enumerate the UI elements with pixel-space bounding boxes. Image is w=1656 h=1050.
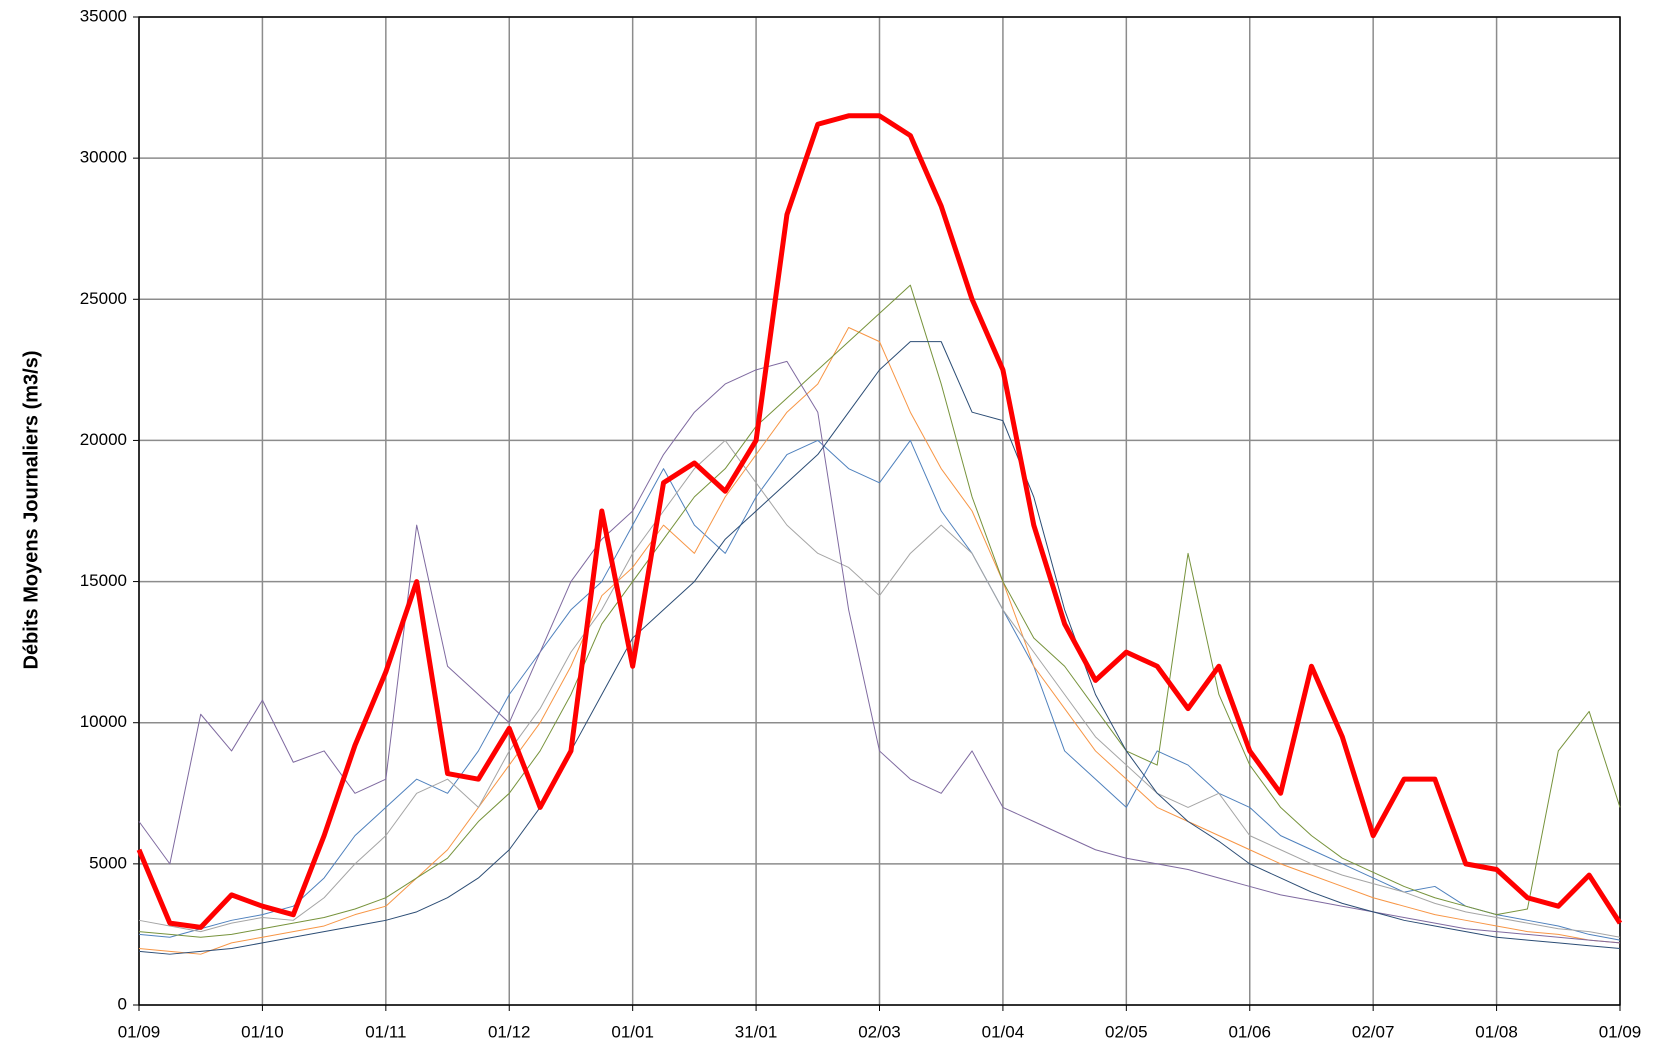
x-tick-label: 01/04 xyxy=(982,1022,1025,1041)
series-line xyxy=(138,439,1621,941)
plot-frame xyxy=(138,16,1621,1006)
y-tick-label: 0 xyxy=(118,994,127,1013)
x-tick-label: 02/07 xyxy=(1352,1022,1395,1041)
series-line xyxy=(138,284,1621,938)
y-tick-label: 30000 xyxy=(80,148,127,167)
y-tick-label: 10000 xyxy=(80,712,127,731)
x-tick-label: 02/03 xyxy=(858,1022,901,1041)
x-tick-label: 01/09 xyxy=(118,1022,161,1041)
x-tick-label: 01/08 xyxy=(1475,1022,1518,1041)
x-tick-label: 01/06 xyxy=(1228,1022,1271,1041)
y-tick-label: 5000 xyxy=(89,853,127,872)
series-line xyxy=(136,113,1623,930)
x-tick-label: 01/09 xyxy=(1599,1022,1642,1041)
x-tick-label: 01/11 xyxy=(365,1022,406,1041)
x-tick-label: 01/10 xyxy=(241,1022,284,1041)
series-line xyxy=(138,439,1621,938)
y-tick-label: 35000 xyxy=(80,6,127,25)
x-tick-label: 01/12 xyxy=(488,1022,531,1041)
y-tick-label: 25000 xyxy=(80,289,127,308)
x-tick-label: 02/05 xyxy=(1105,1022,1148,1041)
y-axis-label: Débits Moyens Journaliers (m3/s) xyxy=(20,351,42,670)
series-line xyxy=(138,341,1621,955)
y-tick-label: 15000 xyxy=(80,571,127,590)
series-line xyxy=(138,327,1621,955)
x-tick-label: 01/01 xyxy=(611,1022,654,1041)
y-tick-label: 20000 xyxy=(80,430,127,449)
x-tick-label: 31/01 xyxy=(735,1022,778,1041)
